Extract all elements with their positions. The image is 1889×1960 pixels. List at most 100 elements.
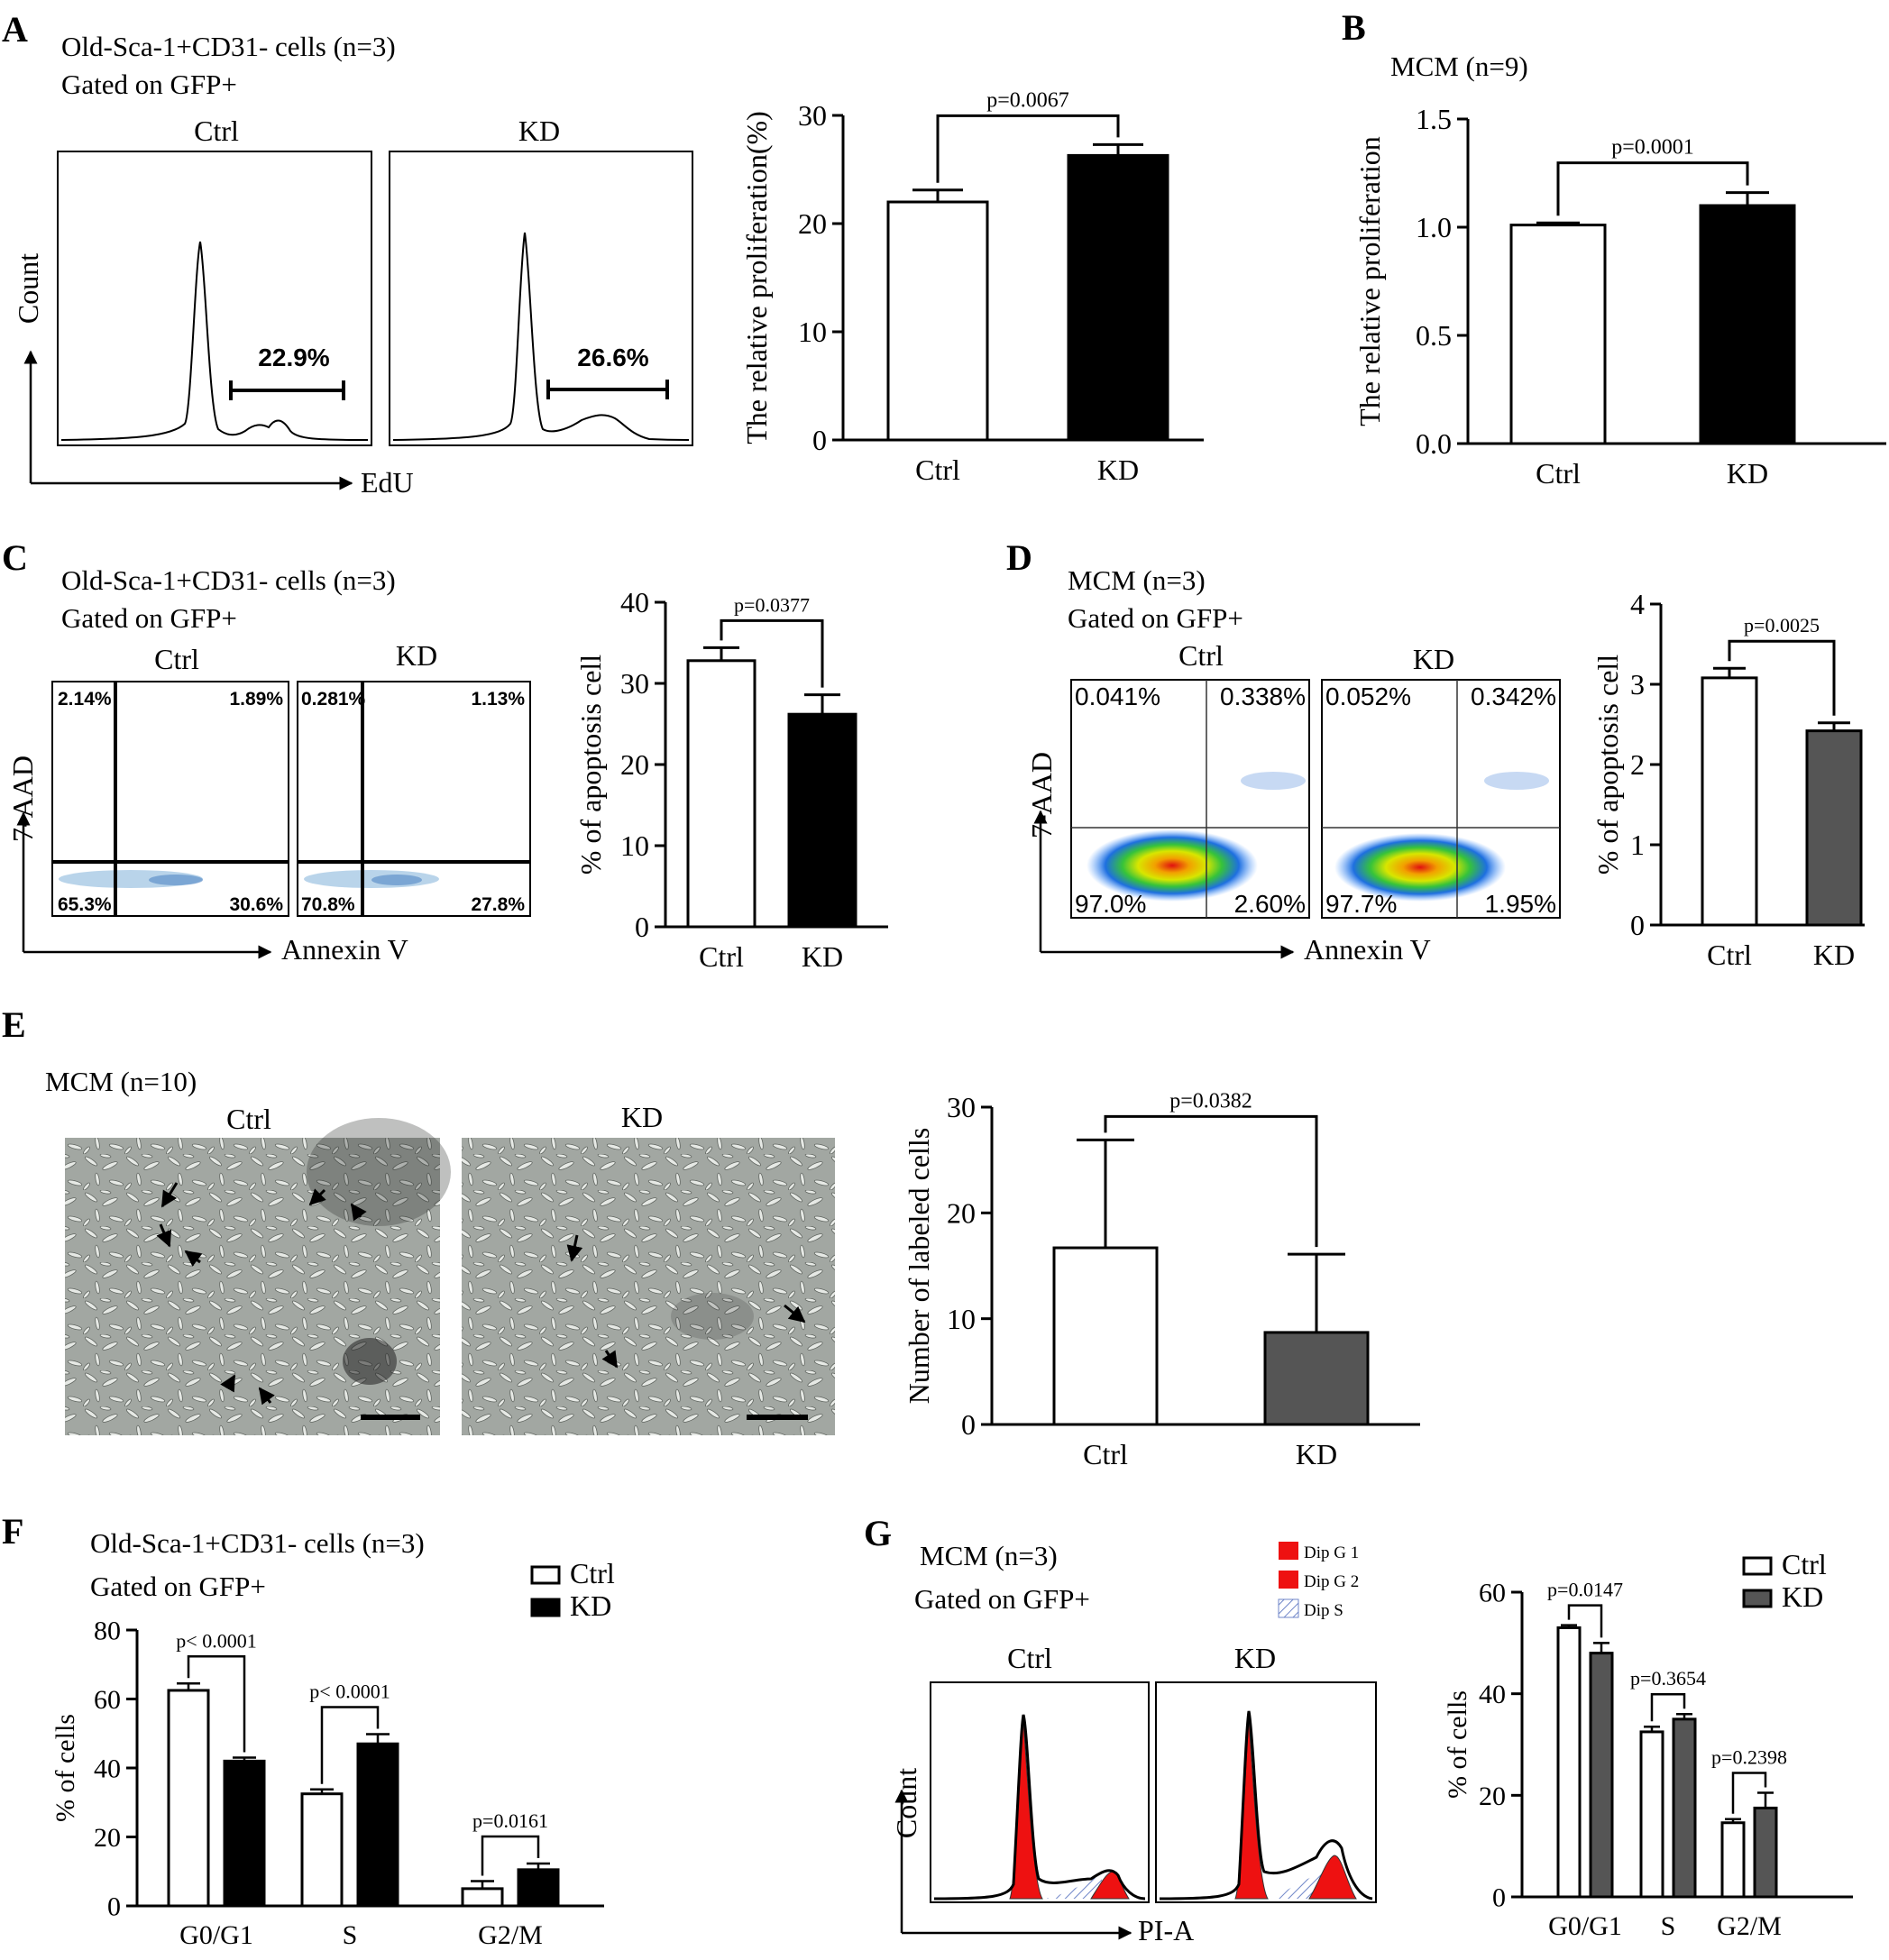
p-value-label: p< 0.0001 [176, 1629, 256, 1652]
y-tick-label: 10 [620, 829, 649, 862]
y-tick-label: 20 [94, 1823, 121, 1853]
quadrant-ll-ctrl: 65.3% [58, 894, 112, 915]
bar-kd [1067, 153, 1169, 442]
scatter-dense-ctrl [149, 875, 203, 885]
labeled-cell-arrows [156, 1182, 806, 1406]
y-tick-label: 0 [1492, 1883, 1506, 1913]
y-tick-label: 80 [94, 1617, 121, 1646]
micrograph-shadow [307, 1118, 451, 1226]
bar-ctrl-g0g1 [167, 1689, 210, 1908]
quadrant-lr-ctrl: 30.6% [229, 894, 283, 915]
y-tick-label: 30 [947, 1091, 976, 1123]
x-tick-label: KD [1727, 457, 1768, 490]
bar-kd [1263, 1331, 1370, 1426]
scatter-frame-ctrl [51, 681, 289, 917]
panel-d: D MCM (n=3) Gated on GFP+ Ctrl KD 0.041%… [1006, 537, 1865, 971]
panel-letter: D [1006, 537, 1032, 578]
p-value-label: p=0.0377 [734, 593, 810, 616]
panel-header-line-1: Old-Sca-1+CD31- cells (n=3) [61, 31, 396, 62]
quadrant-ur-kd: 0.342% [1471, 682, 1556, 710]
significance-bracket [1104, 1114, 1318, 1248]
y-axis-label: % of cells [50, 1714, 80, 1822]
y-tick-label: 0.5 [1416, 319, 1452, 352]
x-tick-label: KD [1296, 1438, 1337, 1470]
y-tick-label: 0 [107, 1892, 121, 1922]
y-tick-label: 2 [1630, 748, 1645, 781]
bar-chart-a: 0 10 20 30 The relative proliferation(%) Ctrl… [740, 88, 1204, 486]
panel-a: A Old-Sca-1+CD31- cells (n=3) Gated on G… [2, 9, 1204, 499]
legend-swatch-dip-g1 [1279, 1542, 1298, 1560]
y-tick-label: 10 [947, 1303, 976, 1335]
bar-kd-s [356, 1742, 399, 1908]
bar-kd [1805, 729, 1863, 927]
legend-label-dip-s: Dip S [1304, 1601, 1343, 1620]
y-tick-label: 20 [947, 1197, 976, 1230]
x-tick-label: KD [1097, 453, 1139, 486]
x-tick-label: Ctrl [699, 940, 744, 973]
x-tick-label: G2/M [1717, 1911, 1782, 1941]
quadrant-ul-kd: 0.281% [301, 689, 366, 710]
flow-ctrl-label: Ctrl [194, 114, 239, 147]
quadrant-lr-kd: 1.95% [1485, 890, 1556, 918]
micrograph-ctrl [65, 1138, 440, 1435]
x-tick-label: Ctrl [1083, 1438, 1128, 1470]
bar-chart-f: 0 20 40 60 80 % of cells G0/G1 p< 0.0001 Sp< 0.0… [50, 1557, 615, 1950]
panel-header-line-2: Gated on GFP+ [90, 1571, 266, 1602]
scatter-dense-kd [371, 875, 422, 885]
histogram-curve-ctrl [60, 241, 369, 441]
flow-y-axis-label: Count [12, 253, 44, 324]
flow-y-axis-label: 7-AAD [6, 756, 39, 842]
x-tick-label: Ctrl [1536, 457, 1581, 490]
density-scatter-ctrl [1241, 772, 1306, 790]
gate-percent-ctrl: 22.9% [258, 343, 329, 371]
bar-chart-c: 0 10 20 30 40 % of apoptosis cell Ctrl KD p=0.03… [574, 586, 888, 973]
legend-label-ctrl: Ctrl [570, 1557, 615, 1589]
y-tick-label: 40 [620, 586, 649, 618]
bar-ctrl [886, 200, 989, 442]
micrograph-shadow [671, 1293, 754, 1340]
bar-kd [1699, 204, 1796, 445]
significance-bracket [936, 114, 1120, 183]
histogram-curve-kd [392, 232, 690, 441]
y-axis-label: The relative proliferation [1353, 136, 1386, 426]
flow-x-axis-label: Annexin V [281, 933, 408, 966]
panel-g: G MCM (n=3) Gated on GFP+ Dip G 1 Dip G … [864, 1513, 1853, 1946]
bar-chart-e: 0 10 20 30 Number of labeled cells Ctrl KD p=0.… [903, 1089, 1420, 1470]
y-tick-label: 0 [1630, 909, 1645, 941]
p-value-label: p< 0.0001 [309, 1681, 390, 1703]
y-tick-label: 1.0 [1416, 211, 1452, 243]
legend-swatch-ctrl [1742, 1556, 1773, 1576]
y-tick-label: 0 [635, 911, 649, 943]
legend-swatch-dip-g2 [1279, 1571, 1298, 1589]
quadrant-lr-ctrl: 2.60% [1234, 890, 1306, 918]
x-tick-label: G0/G1 [1548, 1911, 1622, 1941]
y-axis-label: % of cells [1443, 1690, 1472, 1799]
quadrant-ll-kd: 70.8% [301, 894, 355, 915]
quadrant-ul-ctrl: 2.14% [58, 689, 112, 710]
legend-label-kd: KD [570, 1589, 611, 1622]
flow-kd-label: KD [396, 639, 437, 672]
y-tick-label: 40 [1479, 1680, 1506, 1709]
p-value-label: p=0.0001 [1611, 136, 1694, 160]
significance-bracket [1556, 161, 1749, 216]
bar-chart-g: 0 20 40 60 % of cells G0/G1 p=0.0147 Sp=0.3654 G… [1443, 1548, 1853, 1941]
panel-header-line-1: Old-Sca-1+CD31- cells (n=3) [61, 564, 396, 596]
p-value-label: p=0.0025 [1744, 614, 1820, 637]
bar-chart-d: 0 1 2 3 4 % of apoptosis cell Ctrl KD p=0.0025 [1591, 588, 1865, 971]
legend-swatch-kd [530, 1598, 561, 1617]
significance-bracket [1567, 1604, 1603, 1638]
panel-header-line-2: Gated on GFP+ [914, 1583, 1090, 1615]
histogram-frame-ctrl [57, 151, 372, 446]
histogram-curve-kd [1159, 1710, 1373, 1900]
panel-header-line-1: MCM (n=10) [45, 1066, 197, 1097]
dip-s-area-ctrl [1028, 1876, 1102, 1899]
scatter-frame-kd [297, 681, 531, 917]
significance-bracket [481, 1835, 540, 1876]
p-value-label: p=0.0161 [472, 1809, 548, 1832]
significance-bracket [1650, 1692, 1686, 1722]
y-tick-label: 60 [94, 1685, 121, 1715]
y-tick-label: 4 [1630, 588, 1645, 620]
flow-x-axis-label: Annexin V [1304, 933, 1431, 966]
x-tick-label: Ctrl [1707, 939, 1752, 971]
x-tick-label: Ctrl [915, 453, 960, 486]
